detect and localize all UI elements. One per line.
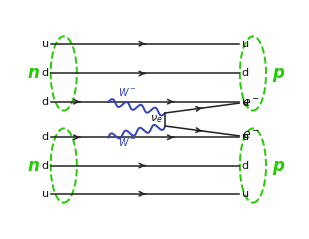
Text: d: d <box>42 161 49 171</box>
Text: u: u <box>242 97 249 107</box>
Text: d: d <box>42 68 49 78</box>
Text: u: u <box>242 39 249 49</box>
Text: u: u <box>242 132 249 142</box>
Text: n: n <box>28 157 40 174</box>
Text: $e^-$: $e^-$ <box>242 97 260 110</box>
Text: u: u <box>42 189 49 199</box>
Text: d: d <box>42 97 49 107</box>
Text: p: p <box>272 65 284 82</box>
Text: $\nu_e$: $\nu_e$ <box>150 114 162 125</box>
Text: $e^-$: $e^-$ <box>242 129 260 142</box>
Text: $W^-$: $W^-$ <box>118 136 137 148</box>
Text: u: u <box>242 189 249 199</box>
Text: d: d <box>242 68 249 78</box>
Text: p: p <box>272 157 284 174</box>
Text: $W^-$: $W^-$ <box>118 87 137 98</box>
Text: u: u <box>42 39 49 49</box>
Text: d: d <box>242 161 249 171</box>
Text: d: d <box>42 132 49 142</box>
Text: n: n <box>28 65 40 82</box>
